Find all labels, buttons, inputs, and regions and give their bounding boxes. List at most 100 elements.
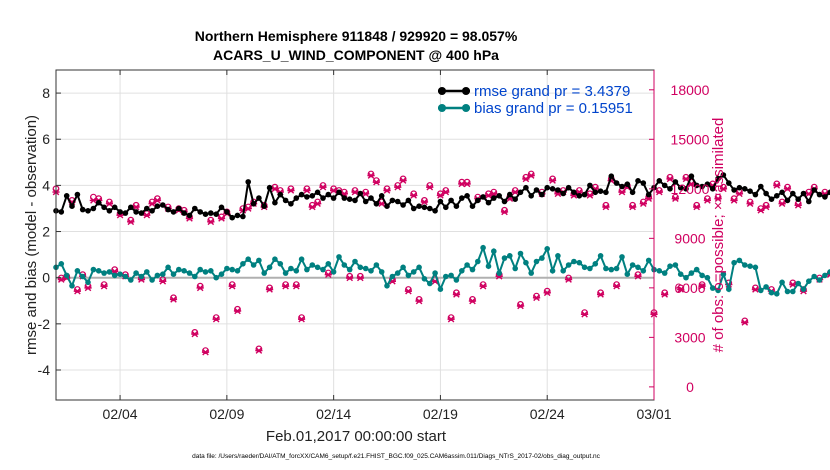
bias-point	[576, 259, 583, 266]
obs-possible-point	[373, 177, 380, 185]
obs-possible-point	[255, 345, 263, 353]
rmse-point	[330, 195, 337, 201]
obs-assimilated-point	[314, 200, 322, 207]
bias-point	[325, 261, 332, 267]
bias-point	[485, 263, 492, 270]
rmse-point	[346, 196, 353, 202]
obs-assimilated-point	[463, 180, 471, 188]
data-file-footnote: data file: /Users/raeder/DAI/ATM_forcXX/…	[192, 453, 601, 460]
rmse-point	[790, 190, 796, 197]
bias-point	[176, 266, 182, 273]
rmse-point	[560, 190, 566, 197]
bias-point	[160, 271, 166, 278]
rmse-point	[672, 179, 679, 185]
obs-assimilated-point	[415, 297, 423, 305]
bias-point	[608, 266, 615, 273]
rmse-point	[758, 183, 764, 190]
rmse-point	[699, 183, 705, 190]
rmse-point	[352, 197, 358, 204]
obs-assimilated-point	[655, 188, 663, 196]
bias-point	[672, 262, 679, 268]
rmse-point	[293, 195, 300, 201]
bias-point	[79, 273, 86, 280]
rmse-point	[469, 203, 476, 209]
bias-point	[496, 270, 503, 276]
obs-possible-point	[244, 203, 252, 211]
rmse-point	[661, 182, 668, 189]
bias-point	[368, 268, 374, 274]
obs-possible-point	[218, 213, 225, 221]
rmse-point	[272, 199, 278, 206]
rmse-point	[587, 182, 593, 189]
obs-possible-point	[415, 296, 423, 303]
rmse-point	[74, 191, 81, 198]
legend-rmse-marker	[462, 87, 470, 95]
bias-point	[69, 283, 75, 289]
y-axis-label-right: # of obs: o=possible; ×=assimilated	[710, 118, 727, 353]
obs-assimilated-point	[645, 195, 653, 202]
bias-point	[432, 270, 438, 276]
obs-assimilated-point	[479, 282, 487, 290]
rmse-point	[491, 195, 497, 201]
bias-point	[106, 269, 113, 275]
rmse-point	[309, 193, 316, 199]
rmse-point	[507, 191, 513, 198]
y-tick-label-left: 4	[42, 177, 50, 193]
obs-assimilated-point	[719, 185, 728, 193]
rmse-point	[128, 204, 134, 211]
bias-point	[202, 269, 209, 275]
rmse-point	[250, 201, 257, 207]
bias-point	[256, 257, 262, 264]
bias-point	[475, 258, 481, 265]
bias-point	[619, 254, 625, 260]
rmse-point	[811, 187, 817, 193]
rmse-point	[122, 210, 129, 216]
obs-possible-point	[234, 305, 241, 313]
obs-possible-point	[714, 193, 722, 201]
rmse-point	[170, 209, 177, 215]
obs-possible-point	[132, 201, 140, 209]
rmse-point	[79, 206, 86, 213]
rmse-point	[629, 189, 636, 196]
rmse-point	[240, 213, 246, 220]
bias-point	[758, 287, 764, 294]
obs-assimilated-point	[319, 183, 327, 191]
rmse-point	[362, 198, 369, 205]
obs-assimilated-point	[693, 203, 701, 211]
obs-possible-point	[303, 185, 311, 193]
bias-point	[720, 271, 727, 278]
rmse-point	[437, 198, 444, 205]
bias-point	[111, 272, 118, 279]
obs-assimilated-point	[639, 200, 647, 207]
obs-possible-point	[111, 266, 119, 274]
bias-point	[736, 257, 743, 264]
bias-point	[400, 264, 406, 271]
rmse-point	[683, 186, 689, 192]
obs-assimilated-point	[436, 192, 445, 199]
bias-point	[336, 254, 342, 260]
rmse-point	[603, 189, 609, 196]
obs-assimilated-point	[212, 315, 220, 323]
obs-assimilated-point	[298, 315, 306, 323]
obs-assimilated-point	[394, 183, 402, 191]
obs-assimilated-point	[618, 188, 626, 196]
obs-possible-point	[634, 271, 642, 279]
rmse-point	[85, 208, 91, 214]
rmse-point	[645, 191, 652, 198]
bias-point	[288, 265, 294, 272]
bias-point	[491, 248, 497, 254]
obs-possible-point	[453, 289, 460, 297]
bias-point	[581, 264, 588, 271]
obs-assimilated-point	[169, 296, 178, 303]
bias-point	[122, 273, 129, 280]
rmse-point	[555, 187, 561, 193]
obs-possible-point	[479, 281, 487, 289]
obs-assimilated-point	[244, 205, 252, 212]
bias-point	[726, 286, 732, 293]
obs-assimilated-point	[292, 282, 300, 290]
obs-possible-point	[602, 201, 610, 209]
rmse-point	[768, 196, 775, 202]
obs-assimilated-point	[426, 183, 434, 191]
bias-point	[549, 268, 556, 274]
rmse-point	[512, 196, 518, 202]
